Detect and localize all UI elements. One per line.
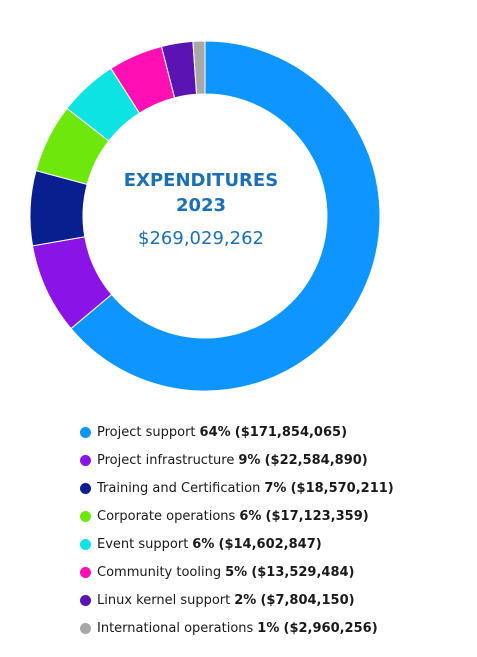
legend-amount: ($171,854,065) — [234, 424, 348, 440]
legend-amount: ($2,960,256) — [283, 620, 378, 636]
legend-entry: Project infrastructure 9% ($22,584,890) — [80, 446, 394, 474]
legend-percent: 6% — [239, 508, 262, 524]
legend-dot-icon — [80, 566, 91, 578]
legend-amount: ($22,584,890) — [264, 452, 368, 468]
donut-slices — [29, 40, 381, 392]
legend-percent: 1% — [257, 620, 280, 636]
legend-amount: ($18,570,211) — [290, 480, 394, 496]
legend-dot-icon — [80, 510, 91, 522]
legend-dot-icon — [80, 482, 91, 494]
legend-percent: 2% — [234, 592, 257, 608]
legend-amount: ($7,804,150) — [260, 592, 355, 608]
expenditures-donut-chart: EXPENDITURES 2023 $269,029,262 — [29, 40, 381, 392]
legend-percent: 6% — [192, 536, 215, 552]
legend-entry: Event support 6% ($14,602,847) — [80, 530, 394, 558]
legend-dot-icon — [80, 622, 91, 634]
legend-percent: 7% — [264, 480, 287, 496]
legend-entry: Community tooling 5% ($13,529,484) — [80, 558, 394, 586]
legend-amount: ($17,123,359) — [265, 508, 369, 524]
legend-percent: 9% — [238, 452, 261, 468]
legend-entry: Corporate operations 6% ($17,123,359) — [80, 502, 394, 530]
legend-entry: Linux kernel support 2% ($7,804,150) — [80, 586, 394, 614]
chart-title-line1: EXPENDITURES — [124, 170, 278, 191]
legend-percent: 64% — [199, 424, 231, 440]
legend-entry: International operations 1% ($2,960,256) — [80, 614, 394, 642]
legend-label: Event support — [97, 536, 189, 552]
legend-entry: Project support 64% ($171,854,065) — [80, 418, 394, 446]
legend-percent: 5% — [225, 564, 248, 580]
chart-total-value: $269,029,262 — [138, 228, 264, 249]
legend-label: Project support — [97, 424, 196, 440]
donut-slice — [70, 40, 381, 392]
legend-entry: Training and Certification 7% ($18,570,21… — [80, 474, 394, 502]
legend-label: Community tooling — [97, 564, 222, 580]
legend-label: International operations — [97, 620, 254, 636]
legend-dot-icon — [80, 426, 91, 438]
chart-legend: Project support 64% ($171,854,065) Project… — [80, 418, 394, 642]
legend-dot-icon — [80, 538, 91, 550]
legend-dot-icon — [80, 594, 91, 606]
chart-title-line2: 2023 — [176, 195, 226, 216]
legend-label: Linux kernel support — [97, 592, 231, 608]
donut-slice — [192, 40, 206, 95]
legend-amount: ($14,602,847) — [218, 536, 322, 552]
legend-label: Training and Certification — [97, 480, 261, 496]
legend-dot-icon — [80, 454, 91, 466]
legend-label: Project infrastructure — [97, 452, 235, 468]
legend-label: Corporate operations — [97, 508, 236, 524]
legend-amount: ($13,529,484) — [251, 564, 355, 580]
